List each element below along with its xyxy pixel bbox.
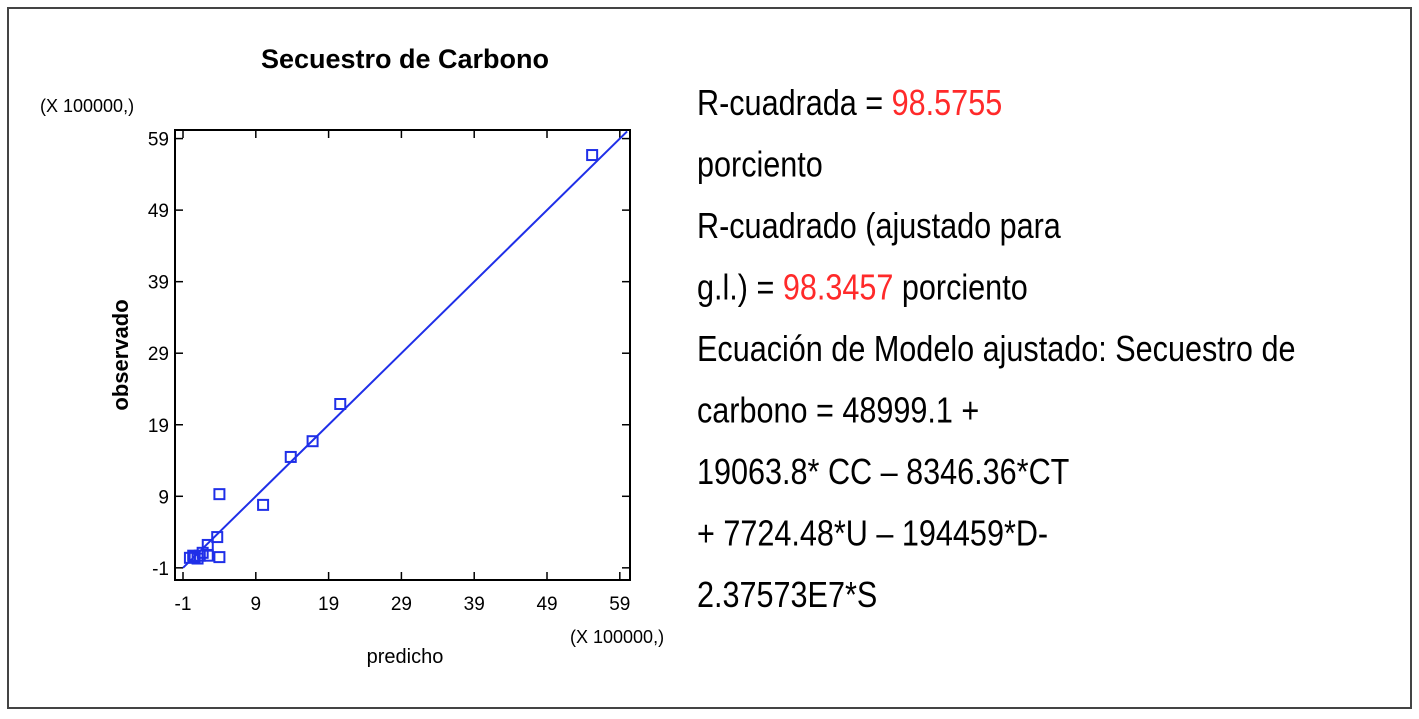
text-line: Ecuación de Modelo ajustado: Secuestro d… bbox=[697, 330, 1295, 370]
x-tick-label: 9 bbox=[251, 594, 262, 615]
text-line: porciento bbox=[697, 145, 823, 185]
text-segment: 19063.8* CC – 8346.36*CT bbox=[697, 453, 1069, 493]
y-tick-label: -1 bbox=[152, 559, 169, 580]
fit-line bbox=[182, 130, 628, 569]
y-tick-label: 9 bbox=[158, 487, 169, 508]
text-line: 19063.8* CC – 8346.36*CT bbox=[697, 453, 1069, 493]
text-line: 2.37573E7*S bbox=[697, 576, 877, 616]
y-tick-label: 49 bbox=[148, 201, 169, 222]
point bbox=[257, 498, 270, 511]
text-line: R-cuadrado (ajustado para bbox=[697, 207, 1061, 247]
y-tick-label: 59 bbox=[148, 130, 169, 151]
y-tick-label: 19 bbox=[148, 416, 169, 437]
x-axis-label: predicho bbox=[367, 646, 444, 668]
x-tick-label: 39 bbox=[464, 594, 485, 615]
text-segment: g.l.) = bbox=[697, 268, 783, 308]
point bbox=[213, 551, 226, 564]
x-tick-label: 29 bbox=[391, 594, 412, 615]
x-tick-label: -1 bbox=[175, 594, 192, 615]
point bbox=[334, 398, 347, 411]
plot-frame bbox=[174, 129, 631, 581]
plot: -1 9 19 29 39 49 59 -1 9 19 29 39 49 59 bbox=[148, 129, 631, 615]
highlight-value: 98.5755 bbox=[892, 84, 1003, 124]
text-line: + 7724.48*U – 194459*D- bbox=[697, 514, 1048, 554]
point bbox=[586, 149, 599, 162]
text-line: R-cuadrada = 98.5755 bbox=[697, 84, 1002, 124]
x-multiplier: (X 100000,) bbox=[570, 627, 664, 647]
text-segment: porciento bbox=[893, 268, 1027, 308]
text-segment: porciento bbox=[697, 145, 823, 185]
text-segment: R-cuadrado (ajustado para bbox=[697, 207, 1061, 247]
y-tick-label: 39 bbox=[148, 273, 169, 294]
y-axis-label: observado bbox=[108, 299, 133, 410]
point bbox=[306, 435, 319, 448]
text-line: carbono = 48999.1 + bbox=[697, 391, 979, 431]
text-segment: carbono = 48999.1 + bbox=[697, 391, 979, 431]
y-multiplier: (X 100000,) bbox=[40, 96, 134, 116]
point bbox=[213, 488, 226, 501]
y-tick-label: 29 bbox=[148, 344, 169, 365]
point bbox=[193, 549, 206, 562]
text-line: g.l.) = 98.3457 porciento bbox=[697, 268, 1028, 308]
x-tick-label: 49 bbox=[536, 594, 557, 615]
highlight-value: 98.3457 bbox=[783, 268, 894, 308]
frame bbox=[7, 7, 1412, 709]
text-segment: R-cuadrada = bbox=[697, 84, 892, 124]
x-tick-label: 19 bbox=[318, 594, 339, 615]
text-panel: R-cuadrada = 98.5755 porciento R-cuadrado … bbox=[697, 84, 1295, 616]
text-segment: 2.37573E7*S bbox=[697, 576, 877, 616]
point bbox=[211, 531, 224, 544]
text-segment: Ecuación de Modelo ajustado: Secuestro d… bbox=[697, 330, 1295, 370]
text-segment: + 7724.48*U – 194459*D- bbox=[697, 514, 1048, 554]
point bbox=[284, 450, 297, 463]
x-tick-label: 59 bbox=[609, 594, 630, 615]
chart-title: Secuestro de Carbono bbox=[261, 44, 549, 74]
point bbox=[187, 549, 200, 562]
